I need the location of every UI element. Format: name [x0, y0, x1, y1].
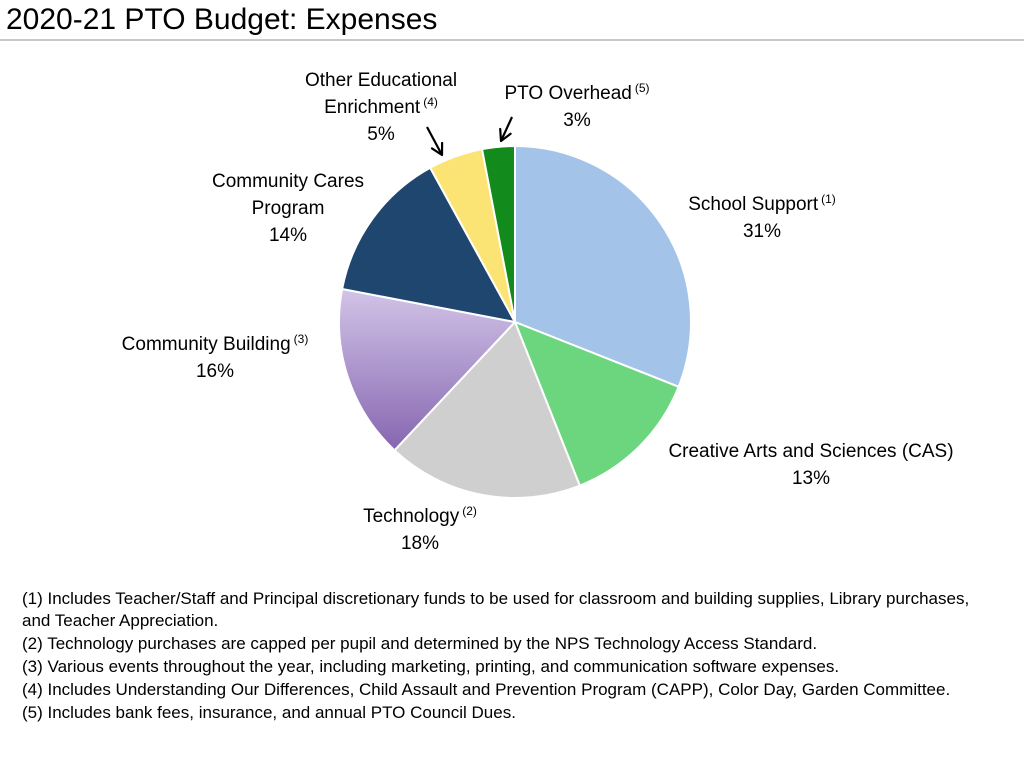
label-name-text: Program: [251, 198, 325, 219]
pie-slices: [338, 145, 692, 499]
footnote-5: (5) Includes bank fees, insurance, and a…: [22, 703, 516, 722]
label-community-cares-program: Community Cares Program 14%: [212, 168, 364, 249]
label-name-line: Community Building (3): [122, 331, 309, 358]
footnote-3: (3) Various events throughout the year, …: [22, 657, 840, 676]
footnote-4: (4) Includes Understanding Our Differenc…: [22, 680, 951, 699]
label-name-line: Program: [212, 195, 364, 222]
label-technology: Technology (2) 18%: [363, 503, 477, 557]
label-name-line: Community Cares: [212, 168, 364, 195]
label-pto-overhead: PTO Overhead (5) 3%: [504, 80, 649, 134]
label-community-building: Community Building (3) 16%: [122, 331, 309, 385]
arrow-pto-overhead: [499, 116, 513, 143]
label-name-text: School Support: [688, 194, 819, 215]
label-name-text: Enrichment: [324, 97, 421, 118]
slice-community-building: [338, 288, 516, 452]
slice-technology: [393, 321, 581, 499]
label-name-text: Technology: [363, 506, 460, 527]
slice-community-cares-program: [341, 166, 516, 323]
footnote-2: (2) Technology purchases are capped per …: [22, 634, 818, 653]
slice-creative-arts-and-sciences: [514, 321, 680, 487]
label-percent: 14%: [268, 225, 308, 246]
label-arrows: [426, 116, 513, 157]
title-divider: [0, 39, 1024, 41]
pie-chart: [338, 116, 692, 499]
footnote-marker: (4): [423, 95, 438, 109]
footnotes: (1) Includes Teacher/Staff and Principal…: [22, 588, 1002, 725]
label-school-support: School Support (1) 31%: [688, 191, 836, 245]
page-title: 2020-21 PTO Budget: Expenses: [6, 3, 438, 36]
label-name-line: PTO Overhead (5): [504, 80, 649, 107]
footnote-marker: (3): [293, 332, 309, 346]
label-name-line: School Support (1): [688, 191, 836, 218]
label-name-line: Enrichment (4): [305, 94, 457, 121]
label-name-text: Creative Arts and Sciences (CAS): [668, 441, 954, 462]
label-name-text: Other Educational: [304, 70, 458, 91]
slice-pto-overhead: [481, 145, 516, 323]
label-percent: 13%: [791, 468, 831, 489]
label-percent: 31%: [742, 221, 782, 242]
label-name-line: Technology (2): [363, 503, 477, 530]
label-name-text: PTO Overhead: [504, 83, 632, 104]
footnote-1: (1) Includes Teacher/Staff and Principal…: [22, 589, 970, 630]
label-name-line: Other Educational: [305, 67, 457, 94]
label-percent: 16%: [195, 361, 235, 382]
label-percent: 5%: [367, 124, 395, 145]
label-name-line: Creative Arts and Sciences (CAS): [668, 438, 953, 465]
label-creative-arts-and-sciences: Creative Arts and Sciences (CAS) 13%: [668, 438, 953, 492]
label-percent: 18%: [400, 533, 440, 554]
arrow-other-educational-enrichment: [426, 126, 444, 157]
footnote-marker: (2): [462, 504, 477, 518]
slice-school-support: [514, 145, 692, 388]
footnote-marker: (1): [821, 192, 836, 206]
label-name-text: Community Building: [121, 334, 291, 355]
label-name-text: Community Cares: [211, 171, 365, 192]
label-other-educational-enrichment: Other Educational Enrichment (4) 5%: [305, 67, 457, 148]
footnote-marker: (5): [634, 81, 650, 95]
label-percent: 3%: [563, 110, 591, 131]
